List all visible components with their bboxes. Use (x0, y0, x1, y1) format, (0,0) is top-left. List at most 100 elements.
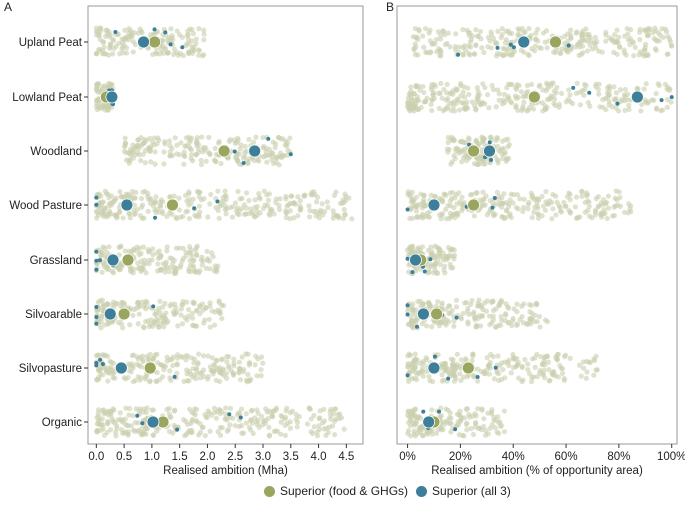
background-point (207, 324, 213, 330)
background-point (603, 107, 609, 113)
background-point (196, 189, 202, 196)
background-point (179, 34, 185, 40)
background-point (413, 417, 420, 424)
background-point (442, 270, 448, 276)
background-point (178, 306, 184, 312)
background-point (308, 416, 314, 422)
background-point (235, 188, 241, 195)
background-point (490, 299, 496, 305)
background-point (521, 49, 527, 55)
background-point (165, 37, 171, 43)
legend-swatch-all3 (416, 485, 428, 497)
background-point (243, 190, 250, 196)
background-point (506, 203, 512, 210)
background-point (499, 195, 505, 201)
background-point (155, 317, 161, 323)
background-point (423, 98, 429, 105)
background-point (197, 421, 203, 427)
background-point (429, 41, 435, 47)
background-point (128, 146, 134, 153)
background-point (187, 406, 193, 412)
superior-all3-point (432, 354, 437, 359)
background-point (458, 80, 464, 87)
background-point (96, 105, 102, 111)
background-point (131, 306, 137, 313)
background-point (497, 300, 503, 306)
background-point (143, 306, 149, 312)
background-point (455, 212, 461, 218)
background-point (542, 207, 548, 213)
background-point (511, 48, 518, 54)
background-point (205, 353, 211, 359)
mean-marker-food-ghg (430, 307, 444, 321)
background-point (150, 51, 156, 58)
background-point (521, 204, 527, 211)
background-point (131, 427, 137, 433)
y-tick-label: Upland Peat (19, 37, 83, 49)
background-point (182, 315, 188, 321)
background-point (479, 407, 485, 413)
background-point (626, 102, 632, 108)
background-point (477, 197, 483, 203)
background-point (150, 407, 157, 413)
background-point (477, 323, 484, 329)
background-point (147, 379, 153, 385)
background-point (597, 104, 603, 110)
background-point (242, 143, 248, 150)
background-point (413, 356, 419, 362)
background-point (224, 428, 230, 434)
background-point (438, 425, 444, 431)
background-point (468, 44, 474, 50)
background-point (108, 364, 114, 370)
background-point (436, 48, 443, 54)
background-point (142, 160, 148, 166)
background-point (325, 429, 331, 436)
background-point (487, 365, 493, 371)
background-point (196, 351, 202, 357)
background-point (155, 135, 161, 141)
background-point (458, 99, 465, 106)
x-axis-label: Realised ambition (% of opportunity area… (431, 465, 643, 477)
background-point (173, 245, 179, 251)
background-point (412, 364, 418, 370)
background-point (94, 421, 100, 427)
background-point (267, 212, 273, 218)
background-point (591, 356, 597, 362)
background-point (193, 36, 199, 42)
background-point (125, 429, 132, 435)
superior-all3-point (467, 142, 472, 147)
background-point (444, 40, 450, 47)
background-point (126, 26, 132, 32)
superior-all3-point (238, 415, 243, 420)
background-point (579, 193, 585, 199)
background-point (465, 305, 471, 311)
background-point (342, 212, 348, 218)
background-point (146, 357, 152, 363)
background-point (439, 300, 445, 306)
background-point (622, 107, 628, 113)
background-point (319, 201, 325, 207)
background-point (544, 353, 550, 359)
background-point (311, 189, 317, 195)
background-point (443, 322, 449, 328)
background-point (200, 367, 207, 373)
background-point (157, 203, 164, 209)
background-point (583, 82, 589, 89)
background-point (227, 136, 233, 143)
background-point (611, 84, 617, 90)
background-point (475, 366, 481, 372)
background-point (104, 31, 111, 37)
background-point (174, 28, 180, 34)
background-point (502, 317, 508, 324)
background-point (330, 423, 336, 429)
background-point (501, 429, 508, 435)
background-point (150, 432, 156, 439)
legend-label-all3: Superior (all 3) (432, 484, 511, 498)
background-point (496, 97, 502, 103)
background-point (480, 189, 486, 195)
background-point (501, 99, 508, 106)
background-point (264, 159, 270, 165)
background-point (459, 208, 465, 214)
background-point (190, 322, 196, 329)
background-point (205, 214, 211, 220)
